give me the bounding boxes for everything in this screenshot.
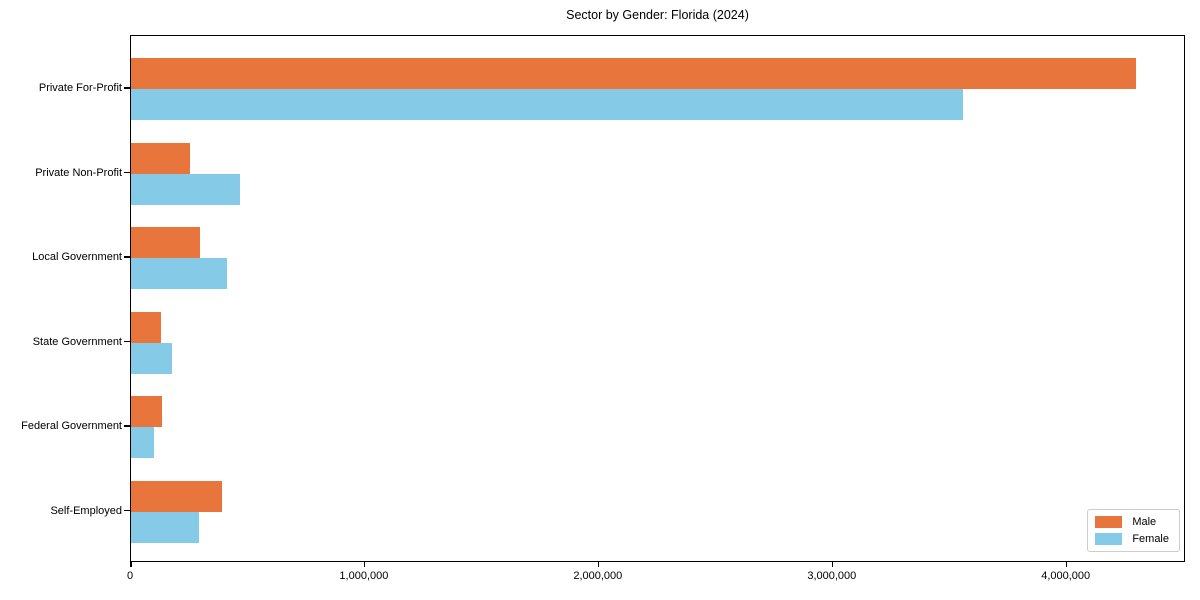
y-tick-mark: [124, 425, 130, 427]
legend-item-female: Female: [1095, 533, 1169, 545]
x-tick-mark: [363, 562, 366, 567]
x-tick-label: 4,000,000: [1041, 570, 1091, 582]
legend-label: Female: [1132, 533, 1169, 545]
y-tick-label: Private Non-Profit: [35, 166, 122, 179]
legend: Male Female: [1087, 509, 1180, 552]
y-tick-label: State Government: [32, 335, 122, 348]
bar-female-1: [131, 173, 240, 205]
x-tick-label: 2,000,000: [573, 570, 623, 582]
legend-swatch-female: [1095, 533, 1123, 545]
chart-title: Sector by Gender: Florida (2024): [566, 8, 749, 22]
y-tick-label: Private For-Profit: [38, 82, 122, 94]
y-tick-label: Local Government: [32, 251, 122, 263]
y-tick-mark: [124, 87, 130, 89]
y-tick-mark: [124, 340, 130, 342]
y-tick-mark: [124, 509, 130, 511]
bar-female-5: [131, 511, 200, 543]
bar-male-2: [131, 227, 200, 258]
y-tick-label: Self-Employed: [50, 504, 122, 517]
x-tick-mark: [831, 562, 834, 567]
y-tick-mark: [124, 171, 130, 173]
x-tick-mark: [130, 562, 132, 567]
bar-male-3: [131, 311, 161, 343]
bar-male-4: [131, 396, 162, 427]
bar-female-4: [131, 427, 154, 458]
bar-male-0: [131, 58, 1136, 89]
legend-swatch-male: [1095, 516, 1123, 528]
plot-area: Male Female: [130, 35, 1185, 562]
bar-male-5: [131, 480, 222, 512]
x-tick-mark: [1065, 562, 1068, 567]
bar-male-1: [131, 142, 190, 174]
bar-female-0: [131, 89, 963, 120]
bar-female-2: [131, 258, 227, 289]
legend-label: Male: [1132, 516, 1157, 528]
x-tick-label: 3,000,000: [807, 570, 857, 582]
y-tick-mark: [124, 256, 130, 258]
y-tick-label: Federal Government: [21, 420, 122, 432]
x-tick-mark: [597, 562, 600, 567]
x-tick-label: 1,000,000: [339, 570, 389, 582]
x-tick-label: 0: [126, 570, 134, 582]
legend-item-male: Male: [1095, 516, 1169, 528]
bar-female-3: [131, 342, 172, 374]
